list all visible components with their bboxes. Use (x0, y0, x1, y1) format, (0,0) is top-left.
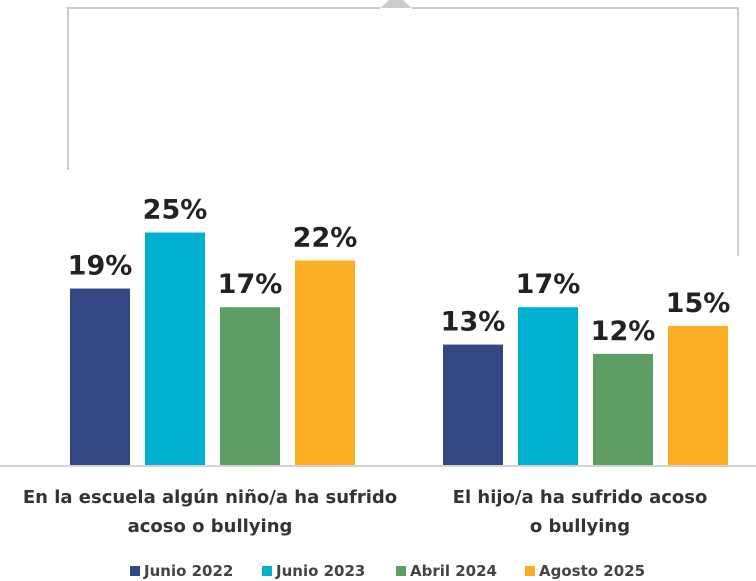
data-label-1-0: 13% (441, 307, 506, 338)
category-label-0-line-0: En la escuela algún niño/a ha sufrido (23, 487, 397, 508)
legend-item-1: Junio 2023 (262, 562, 365, 580)
legend-item-0: Junio 2022 (130, 562, 233, 580)
bar-0-0 (70, 288, 130, 466)
legend-swatch-2 (396, 566, 406, 576)
legend-swatch-1 (262, 566, 272, 576)
legend-label-3: Agosto 2025 (539, 562, 645, 580)
data-label-0-3: 22% (293, 223, 358, 254)
legend-item-2: Abril 2024 (396, 562, 497, 580)
bar-0-1 (145, 232, 205, 466)
legend-label-2: Abril 2024 (410, 562, 497, 580)
bar-1-3 (668, 325, 728, 466)
bar-1-0 (443, 344, 503, 466)
legend-label-0: Junio 2022 (143, 562, 233, 580)
data-label-0-0: 19% (68, 251, 133, 282)
data-label-0-1: 25% (143, 195, 208, 226)
bar-1-1 (518, 307, 578, 466)
legend-swatch-3 (525, 566, 535, 576)
bar-0-3 (295, 260, 355, 466)
category-label-0-line-1: acoso o bullying (128, 516, 293, 537)
legend-label-1: Junio 2023 (275, 562, 365, 580)
category-label-1-line-0: El hijo/a ha sufrido acoso (453, 487, 708, 508)
callout-pointer (380, 0, 412, 8)
bar-1-2 (593, 353, 653, 466)
bar-0-2 (220, 307, 280, 466)
data-label-1-3: 15% (666, 288, 731, 319)
data-label-1-1: 17% (516, 269, 581, 300)
callout-frame (67, 7, 739, 256)
data-label-1-2: 12% (591, 316, 656, 347)
data-label-0-2: 17% (218, 269, 283, 300)
legend-swatch-0 (130, 566, 140, 576)
legend-item-3: Agosto 2025 (525, 562, 645, 580)
category-label-1-line-1: o bullying (530, 516, 630, 537)
